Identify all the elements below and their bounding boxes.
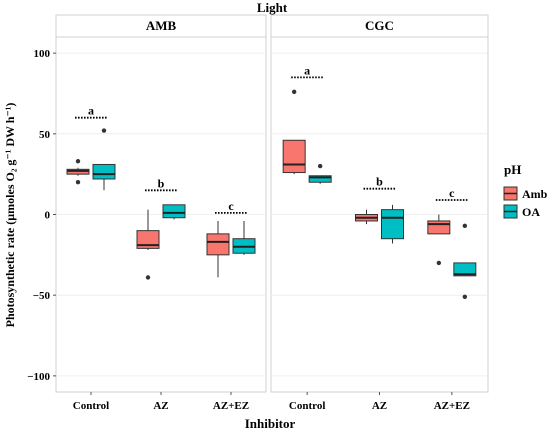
significance-letter: c xyxy=(449,186,455,200)
box-iqr xyxy=(162,204,186,219)
box-amb xyxy=(136,209,160,280)
x-tick-label: Control xyxy=(73,400,109,412)
facet-label: AMB xyxy=(146,18,177,33)
legend-entry-amb: Amb xyxy=(503,186,548,201)
group-az-ez: c AZ+EZ xyxy=(427,186,477,412)
outlier-point xyxy=(75,159,81,164)
box-iqr xyxy=(427,220,451,235)
x-tick-label: AZ+EZ xyxy=(213,400,249,412)
significance-letter: a xyxy=(304,63,310,77)
significance-letter: c xyxy=(228,199,234,213)
box-amb xyxy=(66,159,90,185)
significance-letter: a xyxy=(88,104,94,118)
outlier-point xyxy=(462,223,468,228)
outlier-point xyxy=(145,275,151,280)
legend-label: Amb xyxy=(522,187,548,201)
outlier-point xyxy=(291,89,297,95)
significance-letter: b xyxy=(158,176,165,190)
group-control: a Control xyxy=(282,63,332,412)
y-axis-label: Photosynthetic rate (µmoles O₂ g⁻¹ DW h⁻… xyxy=(3,103,17,328)
y-tick-label: 0 xyxy=(45,210,51,222)
box-oa xyxy=(92,128,116,191)
legend-label: OA xyxy=(522,205,540,219)
box-oa xyxy=(232,220,256,255)
box-iqr xyxy=(206,233,230,256)
box-iqr xyxy=(453,262,477,277)
facet-panels: AMB a Control b AZ c AZ+EZ CGC a Control b AZ c AZ+EZ… xyxy=(27,14,489,412)
outlier-point xyxy=(462,294,468,299)
box-amb xyxy=(282,89,306,175)
group-az-ez: c AZ+EZ xyxy=(206,199,256,412)
y-tick-label: −50 xyxy=(33,290,51,302)
box-oa xyxy=(381,204,404,244)
y-tick-label: −100 xyxy=(27,371,50,383)
outlier-point xyxy=(75,180,81,185)
legend-entry-oa: OA xyxy=(503,204,540,219)
group-az: b AZ xyxy=(355,175,404,412)
y-tick-label: 100 xyxy=(34,48,51,60)
box-iqr xyxy=(308,175,332,183)
x-tick-label: AZ xyxy=(153,400,168,412)
outlier-point xyxy=(317,163,323,169)
box-oa xyxy=(453,223,477,299)
significance-letter: b xyxy=(376,175,383,189)
box-iqr xyxy=(92,163,116,180)
box-iqr xyxy=(282,139,306,174)
panel-cgc: CGC a Control b AZ c AZ+EZ xyxy=(270,14,489,412)
chart-top-title: Light xyxy=(257,0,288,15)
x-tick-label: AZ+EZ xyxy=(434,400,470,412)
group-az: b AZ xyxy=(136,176,186,412)
outlier-point xyxy=(101,128,107,133)
box-amb xyxy=(355,209,378,225)
y-tick-label: 50 xyxy=(39,129,51,141)
x-axis-label: Inhibitor xyxy=(245,416,296,431)
y-axis: −100 −50 0 50 100 xyxy=(27,48,56,383)
box-amb xyxy=(427,214,451,266)
x-tick-label: AZ xyxy=(372,400,387,412)
panel-amb: AMB a Control b AZ c AZ+EZ xyxy=(55,14,267,412)
legend: pH Amb OA xyxy=(503,162,548,219)
outlier-point xyxy=(436,260,442,266)
box-oa xyxy=(308,163,332,184)
box-iqr xyxy=(381,209,404,240)
box-iqr xyxy=(136,230,160,249)
facet-label: CGC xyxy=(365,18,394,33)
legend-title: pH xyxy=(504,162,521,177)
group-control: a Control xyxy=(66,104,116,412)
box-oa xyxy=(162,204,186,220)
x-tick-label: Control xyxy=(289,400,325,412)
box-amb xyxy=(206,220,230,278)
